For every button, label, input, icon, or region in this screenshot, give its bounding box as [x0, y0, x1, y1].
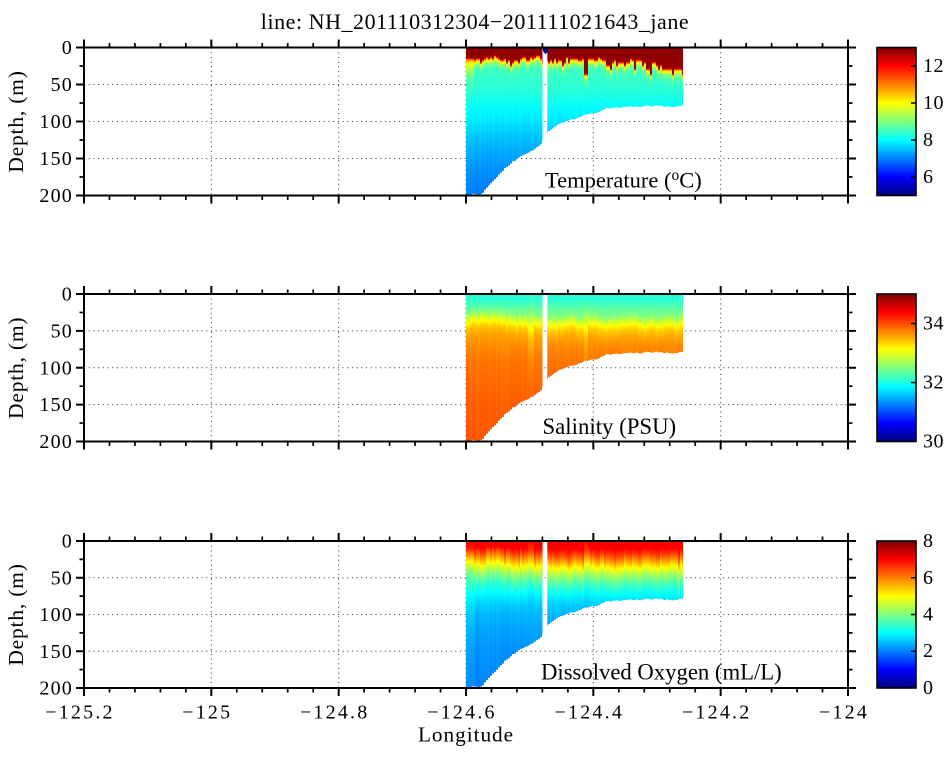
svg-text:2: 2 [923, 640, 934, 662]
svg-text:150: 150 [39, 148, 73, 170]
svg-text:0: 0 [62, 37, 73, 59]
svg-text:200: 200 [39, 185, 73, 207]
svg-text:−125.2: −125.2 [45, 702, 114, 724]
svg-text:12: 12 [923, 55, 944, 77]
svg-text:100: 100 [39, 604, 73, 626]
svg-text:Depth, (m): Depth, (m) [4, 563, 28, 665]
svg-text:150: 150 [39, 394, 73, 416]
svg-text:150: 150 [39, 641, 73, 663]
svg-text:100: 100 [39, 357, 73, 379]
svg-text:30: 30 [923, 431, 944, 453]
svg-text:Longitude: Longitude [418, 723, 514, 747]
svg-text:Depth, (m): Depth, (m) [4, 317, 28, 419]
svg-text:6: 6 [923, 166, 934, 188]
svg-text:4: 4 [923, 604, 934, 626]
svg-text:line: NH_201110312304−20111102: line: NH_201110312304−201111021643_jane [261, 9, 689, 34]
svg-text:−124.2: −124.2 [682, 702, 751, 724]
svg-text:10: 10 [923, 92, 944, 114]
svg-text:50: 50 [51, 567, 73, 589]
svg-text:0: 0 [62, 531, 73, 553]
svg-text:50: 50 [51, 74, 73, 96]
svg-text:−124.6: −124.6 [427, 702, 496, 724]
svg-text:−125: −125 [182, 702, 232, 724]
svg-text:8: 8 [923, 129, 934, 151]
svg-text:Dissolved Oxygen (mL/L): Dissolved Oxygen (mL/L) [541, 660, 782, 685]
svg-text:Salinity (PSU): Salinity (PSU) [543, 414, 677, 439]
svg-text:0: 0 [923, 677, 934, 699]
svg-text:−124.8: −124.8 [300, 702, 369, 724]
svg-text:34: 34 [923, 313, 944, 335]
svg-text:200: 200 [39, 678, 73, 700]
svg-text:6: 6 [923, 567, 934, 589]
svg-text:200: 200 [39, 431, 73, 453]
svg-text:100: 100 [39, 111, 73, 133]
svg-text:−124.4: −124.4 [555, 702, 624, 724]
svg-text:−124: −124 [819, 702, 869, 724]
svg-text:Depth, (m): Depth, (m) [4, 70, 28, 172]
svg-text:8: 8 [923, 530, 934, 552]
svg-text:50: 50 [51, 321, 73, 343]
svg-text:32: 32 [923, 372, 944, 394]
svg-text:0: 0 [62, 284, 73, 306]
